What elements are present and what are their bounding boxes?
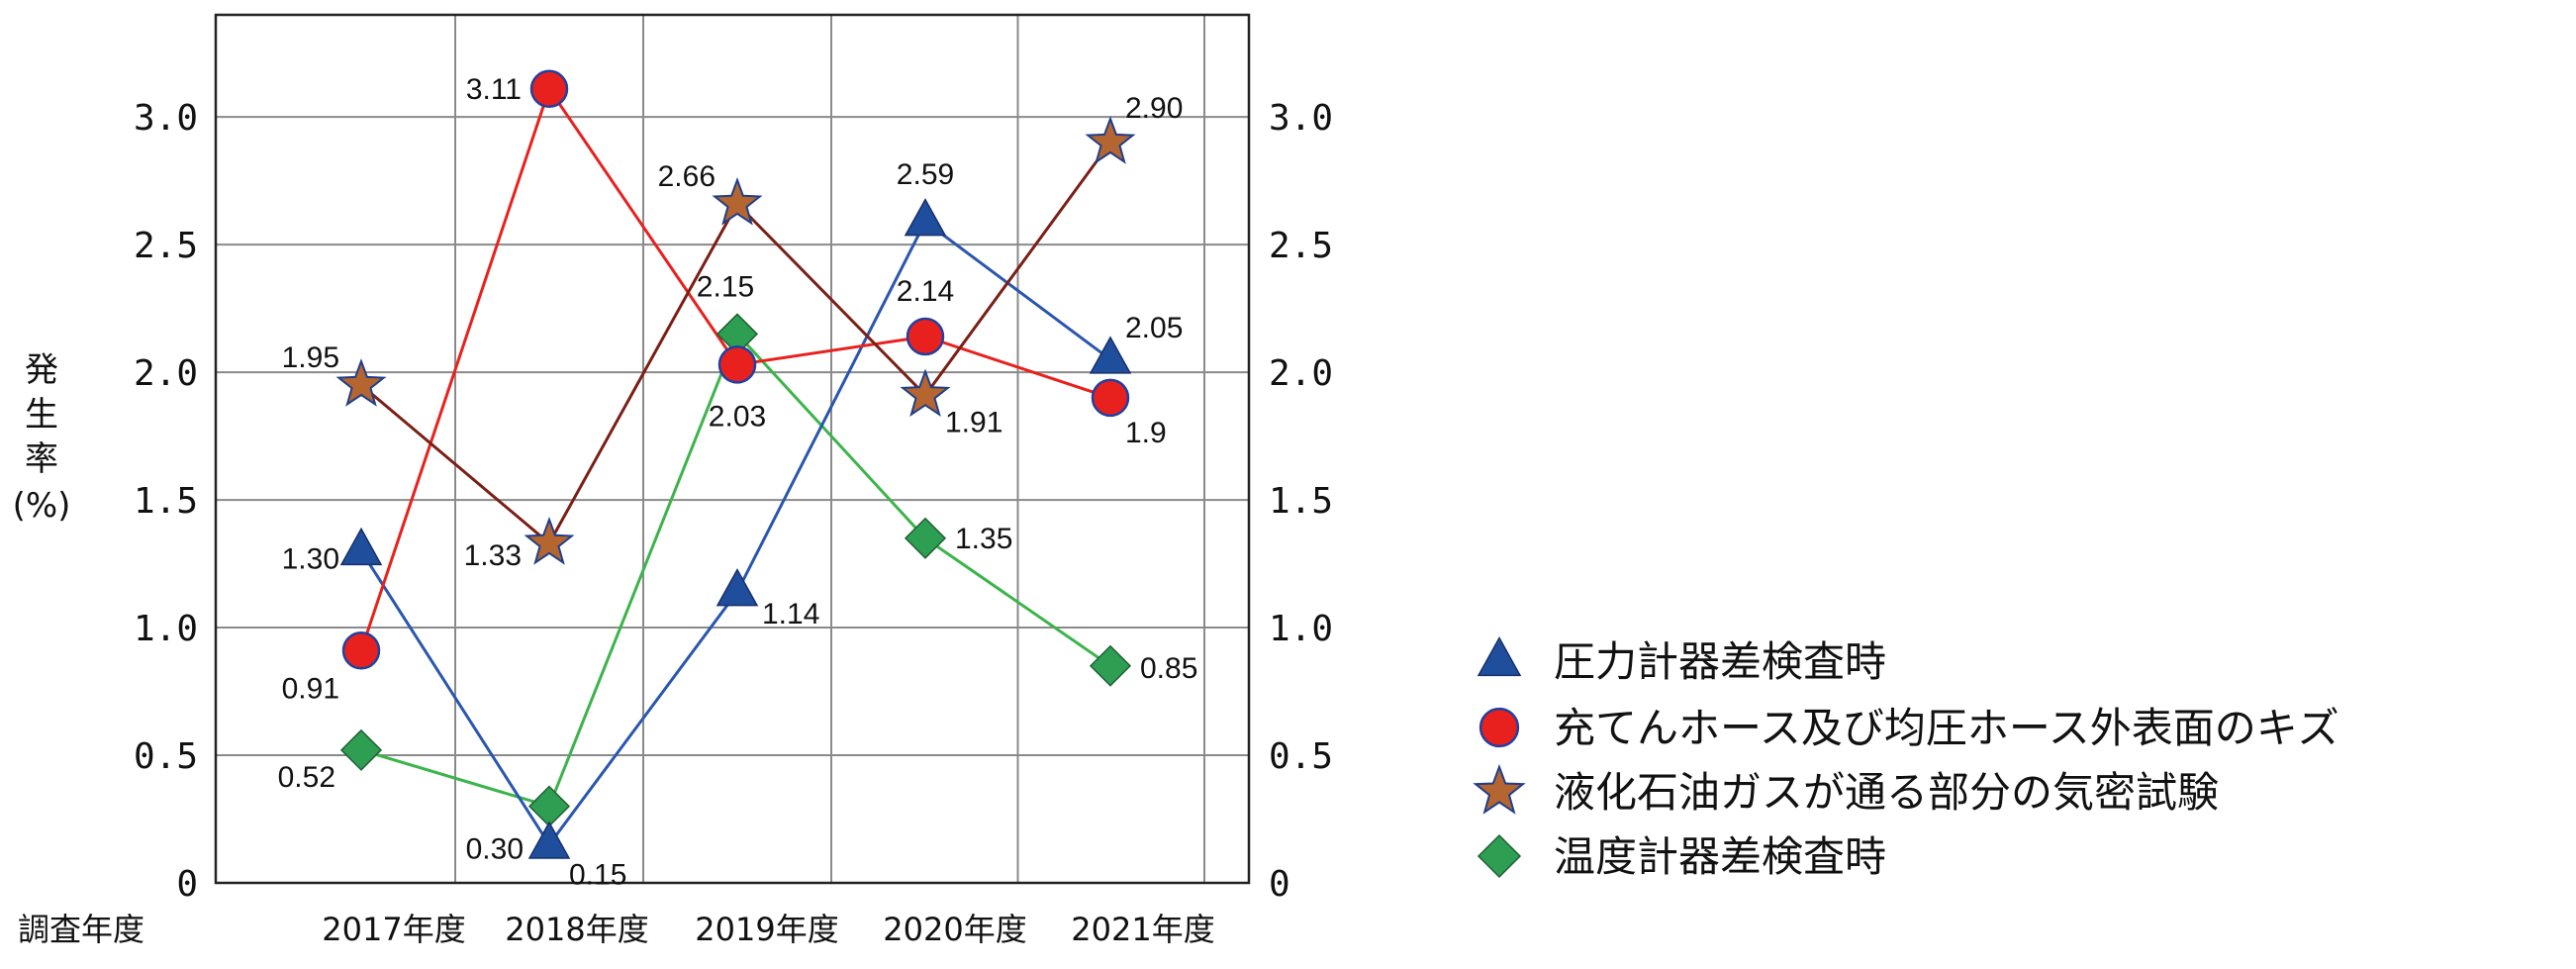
x-tick-label: 2017年度 — [322, 911, 465, 948]
diamond-marker — [339, 728, 383, 771]
data-label: 0.15 — [569, 858, 626, 891]
circle-marker — [717, 345, 757, 384]
legend-item: 温度計器差検査時 — [1477, 832, 1886, 881]
triangle-marker — [904, 198, 947, 237]
diamond-marker — [904, 517, 947, 559]
legend-item: 圧力計器差検査時 — [1477, 636, 1886, 686]
circle-marker — [341, 631, 381, 670]
x-axis-title: 調査年度 — [18, 911, 144, 948]
y-tick-label: 0 — [176, 864, 198, 905]
star-marker — [1085, 116, 1136, 164]
y-axis-title-part: 発 — [25, 350, 58, 390]
x-tick-label: 2020年度 — [883, 911, 1026, 948]
y-tick-label: 1.5 — [134, 481, 198, 522]
y-tick-label-right: 0.5 — [1269, 736, 1333, 777]
legend-label: 充てんホース及び均圧ホース外表面のキズ — [1554, 704, 2339, 752]
x-tick-labels: 2017年度 2018年度 2019年度 2020年度 2021年度 — [322, 911, 1214, 948]
y-tick-label: 1.0 — [134, 609, 198, 649]
triangle-marker — [527, 821, 571, 859]
data-label: 1.33 — [464, 539, 522, 572]
diamond-marker — [527, 785, 571, 827]
x-tick-label: 2019年度 — [695, 911, 838, 948]
data-label: 0.85 — [1140, 652, 1197, 685]
data-label: 0.30 — [466, 833, 524, 866]
grid — [216, 15, 1249, 883]
y-tick-label: 2.0 — [134, 353, 198, 394]
y-tick-label-right: 3.0 — [1269, 98, 1333, 139]
data-label: 0.91 — [282, 672, 339, 705]
plot-frame — [214, 13, 1251, 885]
data-label: 3.11 — [466, 73, 522, 106]
y-axis-title-part: 生 — [25, 395, 58, 435]
data-label: 2.15 — [697, 270, 754, 303]
data-label: 2.66 — [658, 160, 716, 193]
star-marker — [335, 358, 387, 407]
data-label: 2.59 — [897, 158, 954, 191]
data-label: 1.35 — [955, 523, 1012, 555]
diamond-marker — [1089, 644, 1132, 687]
star-marker — [1473, 763, 1526, 815]
x-tick-label: 2021年度 — [1071, 911, 1214, 948]
data-label: 2.05 — [1125, 312, 1183, 344]
data-label: 1.91 — [945, 406, 1002, 438]
data-label: 0.52 — [278, 761, 335, 794]
star-marker — [900, 368, 951, 418]
legend-label: 圧力計器差検査時 — [1554, 637, 1886, 686]
legend: 圧力計器差検査時充てんホース及び均圧ホース外表面のキズ液化石油ガスが通る部分の気… — [1473, 636, 2339, 881]
y-tick-label-right: 0 — [1269, 864, 1290, 905]
data-label: 1.14 — [762, 598, 819, 630]
series-markers — [335, 69, 1136, 859]
axes — [214, 13, 1251, 885]
y-tick-label-right: 1.5 — [1269, 481, 1333, 522]
y-axis-title-part: 率 — [25, 439, 58, 479]
x-tick-label: 2018年度 — [505, 911, 648, 948]
star-marker — [712, 177, 763, 226]
circle-marker — [529, 69, 569, 109]
star-marker — [524, 517, 575, 565]
circle-marker — [1091, 378, 1130, 418]
triangle-marker — [1477, 636, 1522, 677]
data-label: 1.30 — [282, 543, 339, 576]
triangle-marker — [716, 568, 759, 607]
y-tick-labels-right: 0 0.5 1.0 1.5 2.0 2.5 3.0 — [1269, 98, 1333, 905]
data-label: 2.90 — [1125, 92, 1183, 125]
data-label: 2.03 — [709, 400, 766, 433]
y-axis-title-part: (%) — [13, 486, 71, 526]
y-tick-label-right: 1.0 — [1269, 609, 1333, 649]
triangle-marker — [339, 527, 383, 566]
y-tick-label-right: 2.0 — [1269, 353, 1333, 394]
y-tick-label: 2.5 — [134, 226, 198, 266]
legend-label: 温度計器差検査時 — [1554, 832, 1886, 881]
data-label: 1.9 — [1125, 417, 1167, 449]
circle-marker — [906, 317, 945, 356]
y-axis-title: 発生率 (%) — [13, 350, 71, 526]
y-tick-label: 3.0 — [134, 98, 198, 139]
triangle-marker — [1089, 336, 1132, 374]
data-label: 2.14 — [897, 275, 954, 308]
data-labels: 1.300.151.142.592.050.913.112.032.141.91… — [278, 73, 1198, 892]
circle-marker — [1479, 707, 1520, 748]
legend-item: 充てんホース及び均圧ホース外表面のキズ — [1479, 704, 2339, 752]
data-label: 1.95 — [282, 341, 339, 374]
diamond-marker — [1477, 833, 1522, 879]
legend-item: 液化石油ガスが通る部分の気密試験 — [1473, 763, 2219, 817]
y-tick-label: 0.5 — [134, 736, 198, 777]
legend-label: 液化石油ガスが通る部分の気密試験 — [1554, 768, 2219, 817]
y-tick-labels-left: 0 0.5 1.0 1.5 2.0 2.5 3.0 — [134, 98, 198, 905]
y-tick-label-right: 2.5 — [1269, 226, 1333, 266]
